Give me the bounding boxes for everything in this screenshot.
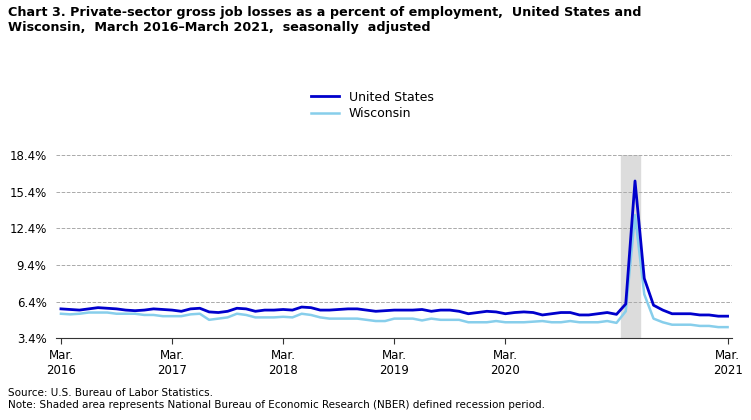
Text: Chart 3. Private-sector gross job losses as a percent of employment,  United Sta: Chart 3. Private-sector gross job losses… [8, 6, 641, 34]
Text: Source: U.S. Bureau of Labor Statistics.
Note: Shaded area represents National B: Source: U.S. Bureau of Labor Statistics.… [8, 388, 544, 410]
Legend: United States, Wisconsin: United States, Wisconsin [306, 86, 439, 125]
Bar [621, 155, 640, 338]
